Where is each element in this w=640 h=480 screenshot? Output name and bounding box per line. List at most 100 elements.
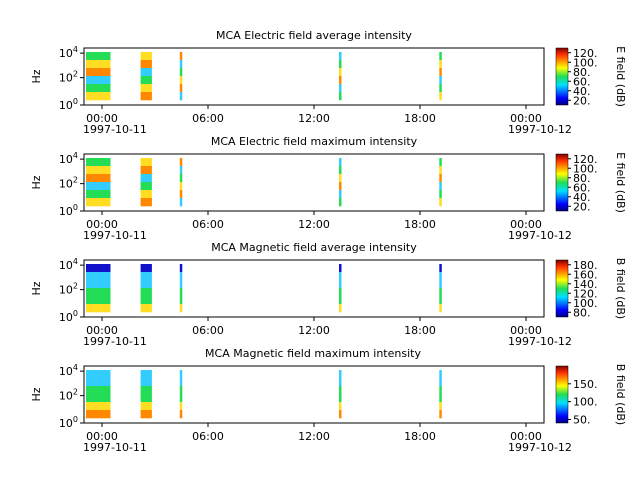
colorbar: 50. 100. 150. B field (dB) xyxy=(555,364,627,426)
colorbar-tick-label: 100. xyxy=(573,396,598,409)
x-tick-label: 00:00 xyxy=(86,112,118,125)
panel-2: MCA Electric field maximum intensity 100 1… xyxy=(30,135,627,242)
data-block xyxy=(86,370,111,419)
colorbar-label: B field (dB) xyxy=(614,258,627,319)
colorbar-tick-label: 60. xyxy=(573,181,591,194)
spectrogram-cell xyxy=(86,190,111,199)
spectrogram-cell xyxy=(86,410,111,419)
y-tick-label: 100 xyxy=(59,415,78,430)
spectrogram-cell xyxy=(140,410,152,419)
colorbar-tick-label: 150. xyxy=(573,378,598,391)
data-block xyxy=(439,52,442,101)
spectrogram-cell xyxy=(439,174,442,183)
spectrogram-cell xyxy=(339,68,342,77)
y-tick-label: 104 xyxy=(59,257,78,272)
x-tick-label: 00:00 xyxy=(510,324,542,337)
spectrogram-cell xyxy=(179,304,183,313)
spectrogram-cell xyxy=(140,52,152,61)
spectrogram-cell xyxy=(439,280,442,289)
spectrogram-cell xyxy=(339,182,342,191)
spectrogram-cell xyxy=(439,198,442,207)
spectrogram-cell xyxy=(439,272,442,281)
spectrogram-cell xyxy=(86,52,111,61)
spectrogram-cell xyxy=(339,386,342,395)
spectrogram-cell xyxy=(140,68,152,77)
x-tick-label: 00:00 xyxy=(86,218,118,231)
spectrogram-cell xyxy=(140,174,152,183)
colorbar-tick-label: 20. xyxy=(573,94,591,107)
spectrogram-cell xyxy=(179,402,183,411)
spectrogram-cell xyxy=(86,394,111,403)
colorbar-gradient xyxy=(555,259,569,318)
spectrogram-cell xyxy=(140,296,152,305)
x-tick-label: 06:00 xyxy=(192,324,224,337)
panel-title: MCA Magnetic field maximum intensity xyxy=(205,347,421,360)
colorbar-tick-label: 80. xyxy=(573,306,591,319)
spectrogram-cell xyxy=(439,166,442,175)
x-date-label: 1997-10-12 xyxy=(508,335,572,348)
colorbar-tick-label: 80. xyxy=(573,172,591,185)
x-date-label: 1997-10-12 xyxy=(508,229,572,242)
spectrogram-cell xyxy=(439,52,442,61)
data-block xyxy=(439,370,442,419)
spectrogram-cell xyxy=(339,402,342,411)
panel-title: MCA Magnetic field average intensity xyxy=(211,241,417,254)
spectrogram-cell xyxy=(439,68,442,77)
spectrogram-cell xyxy=(439,264,442,273)
data-block xyxy=(339,264,342,313)
spectrogram-cell xyxy=(140,304,152,313)
y-axis-label: Hz xyxy=(30,387,43,401)
spectrogram-cell xyxy=(339,410,342,419)
data-block xyxy=(86,264,111,313)
spectrogram-cell xyxy=(439,378,442,387)
data-block xyxy=(339,158,342,207)
spectrogram-cell xyxy=(439,370,442,379)
spectrogram-cell xyxy=(179,288,183,297)
colorbar-tick-label: 100. xyxy=(573,56,598,69)
spectrogram-cell xyxy=(339,52,342,61)
data-block xyxy=(86,158,111,207)
y-tick-label: 102 xyxy=(59,176,78,191)
x-tick-label: 12:00 xyxy=(298,112,330,125)
spectrogram-cell xyxy=(439,402,442,411)
colorbar: 80.100.120.140.160.180. B field (dB) xyxy=(555,258,627,319)
spectrogram-cell xyxy=(86,288,111,297)
x-date-label: 1997-10-12 xyxy=(508,441,572,454)
spectrogram-cell xyxy=(140,272,152,281)
spectrogram-cell xyxy=(179,198,183,207)
spectrogram-cell xyxy=(179,60,183,69)
spectrogram-cell xyxy=(140,370,152,379)
data-block xyxy=(86,52,111,101)
spectrogram-cell xyxy=(439,296,442,305)
spectrogram-cell xyxy=(439,190,442,199)
panel-1: MCA Electric field average intensity 100 1… xyxy=(30,29,627,136)
spectrogram-cell xyxy=(179,280,183,289)
x-date-label: 1997-10-12 xyxy=(508,123,572,136)
spectrogram-cell xyxy=(179,296,183,305)
spectrogram-cell xyxy=(339,296,342,305)
axes-frame xyxy=(83,365,545,424)
y-tick-label: 102 xyxy=(59,388,78,403)
spectrogram-cell xyxy=(339,92,342,101)
spectrogram-cell xyxy=(439,76,442,85)
spectrogram-cell xyxy=(339,84,342,93)
spectrogram-cell xyxy=(339,394,342,403)
x-tick-label: 00:00 xyxy=(510,218,542,231)
spectrogram-cell xyxy=(339,378,342,387)
spectrogram-cell xyxy=(86,378,111,387)
spectrogram-cell xyxy=(86,198,111,207)
y-axis-label: Hz xyxy=(30,69,43,83)
spectrogram-cell xyxy=(439,288,442,297)
x-date-label: 1997-10-11 xyxy=(83,335,147,348)
colorbar-label: E field (dB) xyxy=(614,152,627,213)
colorbar-label: B field (dB) xyxy=(614,364,627,425)
spectrogram-cell xyxy=(140,182,152,191)
spectrogram-cell xyxy=(86,166,111,175)
data-block xyxy=(439,158,442,207)
data-block xyxy=(179,52,183,101)
y-tick-label: 100 xyxy=(59,309,78,324)
colorbar-gradient xyxy=(555,153,569,212)
panel-title: MCA Electric field average intensity xyxy=(216,29,412,42)
spectrogram-cell xyxy=(140,190,152,199)
